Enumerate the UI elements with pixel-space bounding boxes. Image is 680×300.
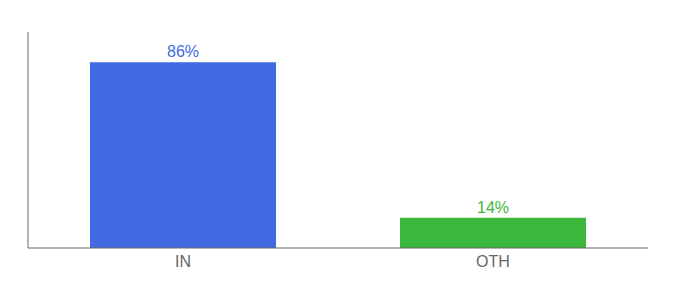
svg-text:OTH: OTH: [476, 253, 510, 270]
svg-text:IN: IN: [175, 253, 191, 270]
svg-text:86%: 86%: [167, 43, 199, 60]
svg-text:14%: 14%: [477, 199, 509, 216]
